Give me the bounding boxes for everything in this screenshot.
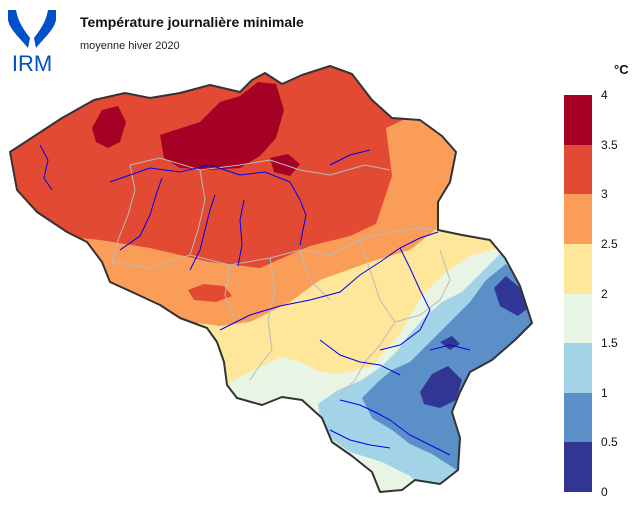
- legend-swatch: [564, 243, 592, 294]
- logo-text: IRM: [12, 51, 52, 74]
- province-borders: [111, 157, 451, 396]
- temperature-map: [9, 65, 533, 493]
- zone-3.5-to-4-west: [92, 106, 126, 148]
- zone-0-to-0.5-south: [420, 366, 462, 408]
- legend-swatch: [564, 392, 592, 443]
- legend-swatch: [564, 343, 592, 393]
- zone-3-to-3.5-south-spot: [188, 284, 232, 302]
- legend-swatch: [564, 442, 592, 492]
- legend-tick-label: 3.5: [601, 137, 618, 152]
- legend-tick-label: 2.5: [601, 236, 618, 251]
- zone-3.5-to-4-north: [160, 82, 284, 170]
- legend-swatch: [564, 194, 592, 244]
- temperature-zones: [10, 66, 532, 492]
- rivers: [39, 144, 471, 456]
- legend-tick-label: 1.5: [601, 336, 618, 351]
- legend-unit: °C: [614, 62, 629, 77]
- zone-0-to-0.5-east: [494, 276, 528, 316]
- legend-swatch: [564, 144, 592, 195]
- map-subtitle: moyenne hiver 2020: [80, 40, 180, 52]
- legend-tick-label: 1: [601, 385, 608, 400]
- legend-tick-label: 2: [601, 286, 608, 301]
- legend-tick-label: 3: [601, 187, 608, 202]
- legend-tick-label: 4: [601, 88, 608, 102]
- country-border: [9, 65, 533, 493]
- legend-tick-label: 0: [601, 485, 608, 499]
- legend-tick-label: 0.5: [601, 435, 618, 450]
- irm-logo: IRM: [6, 8, 58, 76]
- map-title: Température journalière minimale: [80, 14, 304, 30]
- legend-swatch: [564, 95, 592, 145]
- legend-swatch: [564, 293, 592, 344]
